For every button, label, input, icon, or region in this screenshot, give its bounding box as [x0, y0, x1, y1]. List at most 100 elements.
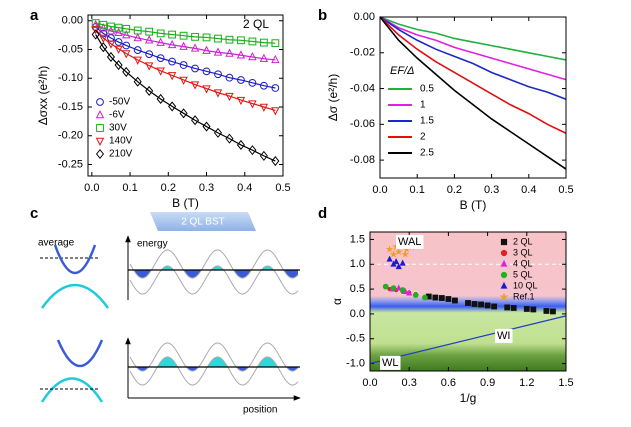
data-point — [144, 35, 154, 44]
data-point — [202, 67, 211, 76]
annotation-box — [380, 355, 401, 370]
data-point — [191, 32, 199, 41]
data-point — [156, 67, 165, 76]
legend-swatch — [95, 148, 105, 160]
data-point — [99, 23, 108, 32]
data-point — [106, 40, 116, 49]
data-point — [465, 300, 471, 306]
x-tick-label: 0.4 — [521, 184, 536, 196]
data-point — [213, 47, 223, 56]
band-edge — [129, 249, 299, 279]
panel: a 0.0 0.1 0.2 0.3 0.4 0.5 0.00 -0.05 -0.10 -0.15 -0… — [30, 7, 291, 210]
data-point — [399, 259, 406, 266]
panel-letter: c — [30, 205, 38, 222]
panel: d 0.0 0.3 0.6 0.9 1.2 1.5 -1.0 -0.5 0.0 0.5 1.0 1.5 1… — [318, 205, 574, 405]
legend-swatch — [500, 271, 508, 279]
data-point — [386, 255, 393, 262]
data-point — [122, 66, 131, 77]
y-tick-label: -0.04 — [350, 82, 375, 94]
data-point — [202, 33, 211, 42]
data-point — [510, 305, 517, 311]
plot-frame — [379, 16, 567, 179]
theory-line — [369, 315, 567, 365]
legend-swatch — [96, 98, 104, 106]
data-point — [179, 108, 188, 119]
y-tick-label: 0.0 — [350, 308, 365, 320]
legend-label: 10 QL — [513, 280, 538, 290]
data-point — [114, 59, 123, 71]
y-tick-label: 0.00 — [354, 11, 375, 23]
data-point — [156, 54, 165, 63]
data-point — [167, 39, 177, 49]
legend-swatch — [500, 249, 508, 257]
data-point — [99, 20, 108, 29]
data-point — [389, 250, 398, 258]
legend-swatch — [95, 137, 105, 147]
data-point — [114, 45, 123, 54]
band-diagram: 2 QL BST c average energy position — [30, 205, 301, 416]
legend-label: 2 QL — [513, 236, 533, 246]
data-point — [168, 101, 177, 112]
data-point — [225, 73, 234, 82]
y-axis-label: α — [330, 298, 344, 305]
data-point — [543, 308, 550, 314]
data-point — [421, 294, 428, 301]
legend-title: EF/Δ — [390, 65, 415, 77]
legend-label: 30V — [109, 123, 127, 134]
data-point — [190, 43, 200, 52]
data-point — [99, 42, 108, 53]
x-tick-label: 0.0 — [372, 184, 387, 196]
data-point — [259, 150, 268, 161]
data-point — [225, 92, 234, 102]
series-line — [379, 16, 567, 170]
data-point — [471, 301, 478, 307]
band-edge — [129, 356, 299, 386]
annotation: WL — [382, 357, 399, 369]
hole-pocket — [130, 266, 298, 270]
x-tick-label: 0.0 — [362, 377, 377, 389]
data-point — [271, 39, 280, 48]
data-point — [202, 121, 211, 132]
data-point — [145, 50, 154, 58]
data-point — [114, 23, 123, 32]
data-point — [106, 51, 115, 63]
legend-label: 3 QL — [513, 247, 533, 257]
data-point — [271, 155, 280, 167]
y-tick-label: 1.5 — [350, 233, 365, 245]
data-point — [156, 93, 165, 105]
data-point — [237, 76, 245, 84]
series-line — [379, 16, 567, 134]
data-point — [191, 64, 199, 73]
x-tick-label: 0.2 — [161, 182, 176, 194]
data-point — [236, 139, 245, 151]
legend-label: 2 — [420, 132, 426, 143]
data-point — [156, 37, 165, 46]
band-edge — [129, 342, 299, 372]
x-tick-label: 0.9 — [480, 377, 495, 389]
x-tick-label: 0.5 — [558, 184, 573, 196]
legend-swatch — [95, 109, 105, 119]
data-point — [202, 45, 211, 54]
data-point — [106, 26, 116, 35]
legend-swatch — [96, 124, 104, 132]
data-point — [550, 308, 556, 315]
data-point — [484, 302, 491, 309]
data-point — [133, 46, 142, 54]
y-tick-label: 1.0 — [350, 258, 365, 270]
data-point — [122, 30, 131, 39]
x-tick-label: 0.1 — [410, 184, 425, 196]
y-tick-label: -0.15 — [58, 101, 83, 113]
data-point — [213, 127, 223, 138]
annotation: WAL — [398, 236, 421, 248]
data-point — [114, 38, 123, 46]
x-tick-label: 0.3 — [484, 184, 499, 196]
legend-swatch — [500, 259, 508, 267]
data-point — [114, 27, 123, 37]
data-point — [179, 61, 188, 69]
data-point — [214, 70, 222, 79]
legend-label: 210V — [109, 149, 133, 160]
x-tick-label: 0.3 — [402, 377, 417, 389]
series-line — [379, 16, 567, 81]
x-tick-label: 0.1 — [122, 182, 137, 194]
